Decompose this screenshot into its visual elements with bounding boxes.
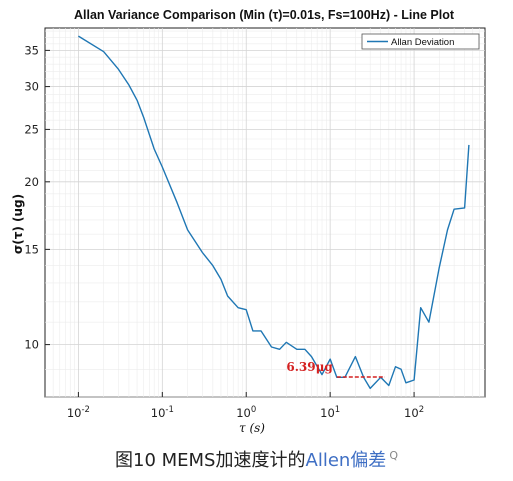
x-tick-label: 101 xyxy=(320,405,340,420)
legend-label: Allan Deviation xyxy=(391,37,454,48)
search-icon[interactable]: Q xyxy=(389,449,398,462)
y-tick-label: 15 xyxy=(24,242,39,256)
y-tick-label: 35 xyxy=(24,43,39,57)
x-axis-symbol: τ (s) xyxy=(239,421,265,435)
series-line-allan-deviation xyxy=(78,35,470,390)
y-tick-label: 20 xyxy=(24,175,39,189)
x-axis-label: τ (s) xyxy=(239,421,265,435)
figure-caption: 图10 MEMS加速度计的Allen偏差 Q xyxy=(0,446,513,472)
y-tick-label: 30 xyxy=(24,80,39,94)
y-axis-label: σ(τ) (ug) xyxy=(11,194,25,254)
annotation-label: 6.39μg xyxy=(286,360,333,374)
major-grid xyxy=(45,28,485,397)
caption-prefix: 图10 MEMS加速度计的 xyxy=(115,450,306,471)
chart-title: Allan Variance Comparison (Min (τ)=0.01s… xyxy=(74,8,455,22)
x-tick-label: 102 xyxy=(404,405,424,420)
x-tick-label: 100 xyxy=(236,405,256,420)
minimum-annotation: 6.39μg xyxy=(286,360,385,378)
allan-deviation-chart: Allan Variance Comparison (Min (τ)=0.01s… xyxy=(11,8,486,435)
x-axis: 10-2 10-1 100 101 102 xyxy=(67,392,424,420)
x-tick-label: 10-2 xyxy=(67,405,90,420)
caption-link[interactable]: Allen偏差 xyxy=(305,450,387,471)
legend: Allan Deviation xyxy=(361,33,480,50)
y-tick-label: 10 xyxy=(24,338,39,352)
y-tick-label: 25 xyxy=(24,122,39,136)
x-tick-label: 10-1 xyxy=(151,405,174,420)
plot-area xyxy=(44,27,486,398)
y-axis: 10 15 20 25 30 35 xyxy=(24,43,50,352)
minor-grid xyxy=(45,28,485,398)
